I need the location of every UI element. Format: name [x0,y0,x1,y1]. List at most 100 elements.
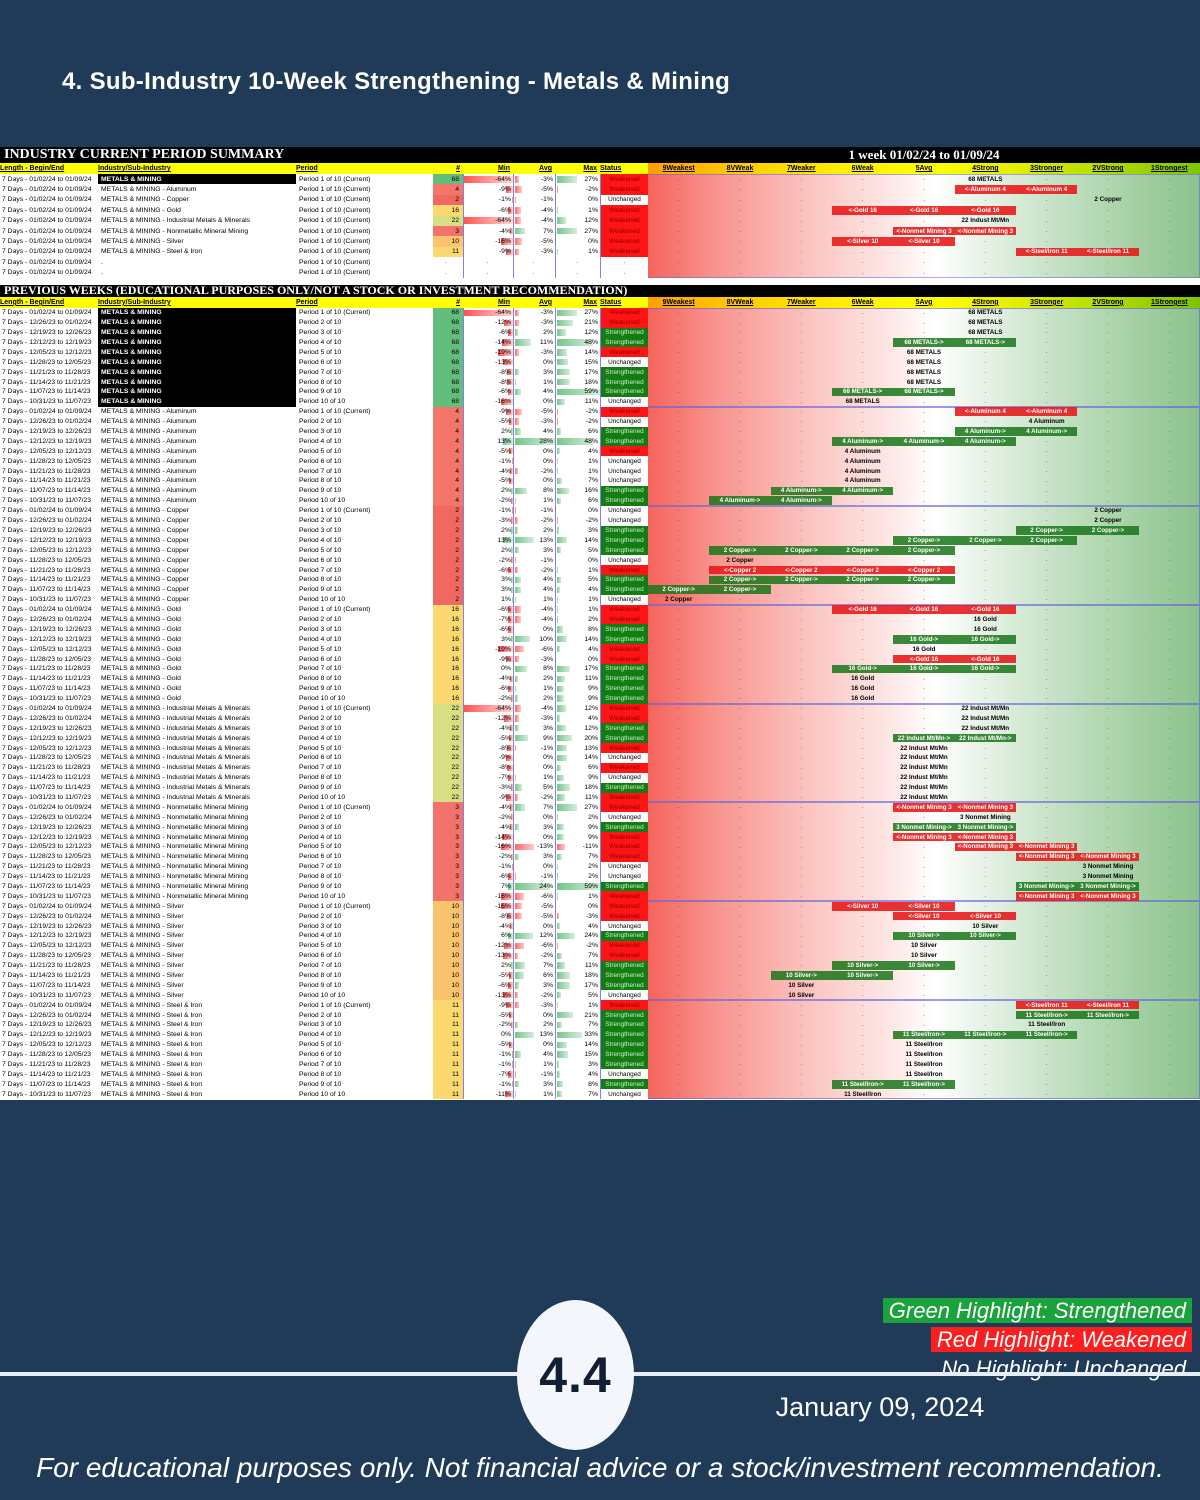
rank-cell[interactable]: . [1077,743,1138,753]
rank-cell[interactable]: . [955,961,1016,971]
rank-cell[interactable]: <-Aluminum 4 [954,184,1016,194]
value-cell[interactable]: -4% [463,921,513,932]
period-row[interactable]: 7 Days - 11/14/23 to 11/21/23 METALS & MI… [0,1069,1200,1080]
rank-cell[interactable]: . [1077,184,1138,194]
rank-cell[interactable]: . [771,1079,832,1089]
value-cell[interactable]: -5% [513,236,555,247]
rank-cell[interactable]: . [1077,634,1138,644]
rank-cell[interactable]: . [1077,941,1138,951]
value-cell[interactable]: -13% [463,990,513,1001]
rank-cell[interactable]: . [1016,397,1077,407]
summary-row[interactable]: 7 Days - 01/02/24 to 01/09/24 METALS & MI… [0,246,1200,258]
rank-cell[interactable]: . [1016,466,1077,476]
value-cell[interactable]: 0% [463,1029,513,1040]
rank-cell[interactable]: . [832,585,893,595]
value-cell[interactable]: -12% [463,713,513,724]
value-cell[interactable]: -7% [463,1069,513,1080]
value-cell[interactable]: -2% [463,851,513,862]
rank-cell[interactable]: . [1077,763,1138,773]
value-cell[interactable]: 5% [555,545,600,556]
rank-cell[interactable]: 16 Gold-> [954,634,1016,644]
rank-cell[interactable]: . [771,822,832,832]
rank-cell[interactable]: . [893,308,954,318]
rank-cell[interactable]: . [1077,1030,1138,1040]
rank-cell[interactable]: . [771,1050,832,1060]
rank-cell[interactable]: . [648,496,709,506]
value-cell[interactable]: 18% [555,782,600,793]
value-cell[interactable]: 15% [555,357,600,368]
value-cell[interactable]: 14% [555,752,600,763]
rank-cell[interactable]: <-Silver 10 [893,901,955,911]
rank-cell[interactable]: . [648,882,709,892]
value-cell[interactable]: -1% [513,871,555,882]
period-row[interactable]: 7 Days - 12/19/23 to 12/26/23 METALS & MI… [0,1020,1200,1030]
rank-cell[interactable]: . [1139,1060,1200,1070]
rank-cell[interactable]: . [1077,347,1138,357]
rank-cell[interactable]: . [832,247,893,257]
rank-cell[interactable]: <-Nonmet Mining 3 [1015,842,1078,852]
value-cell[interactable]: 14% [555,634,600,645]
rank-cell[interactable]: 68 METALS [893,377,954,387]
rank-cell[interactable]: . [1077,436,1138,446]
rank-cell[interactable]: . [1139,704,1200,714]
value-cell[interactable]: 9% [555,822,600,833]
value-cell[interactable]: 7% [463,881,513,892]
rank-cell[interactable]: . [955,466,1016,476]
value-cell[interactable]: 9% [513,733,555,744]
rank-cell[interactable]: 4 Aluminum-> [954,427,1016,437]
rank-cell[interactable]: . [771,773,832,783]
value-cell[interactable]: -2% [555,515,600,526]
value-cell[interactable]: 3% [513,980,555,991]
rank-cell[interactable]: 4 Aluminum-> [709,496,771,506]
value-cell[interactable]: 8% [555,624,600,635]
rank-cell[interactable]: . [1016,205,1077,215]
period-row[interactable]: 7 Days - 11/28/23 to 12/05/23 METALS & MI… [0,752,1200,763]
rank-cell[interactable]: . [955,526,1016,536]
rank-cell[interactable]: . [771,941,832,951]
rank-cell[interactable]: <-Nonmet Mining 3 [1077,852,1139,862]
period-row[interactable]: 7 Days - 11/28/23 to 12/05/23 METALS & MI… [0,555,1200,566]
rank-cell[interactable]: 11 Steel/Iron [832,1089,893,1099]
rank-cell[interactable]: 16 Gold-> [893,634,955,644]
value-cell[interactable]: 1% [555,604,600,615]
rank-cell[interactable]: . [648,1000,709,1010]
period-row[interactable]: 7 Days - 12/05/23 to 12/12/23 METALS & MI… [0,644,1200,655]
rank-cell[interactable]: . [1016,931,1077,941]
summary-row[interactable]: 7 Days - 01/02/24 to 01/09/24 METALS & MI… [0,236,1200,247]
rank-cell[interactable]: . [709,1010,770,1020]
rank-cell[interactable]: . [771,328,832,338]
rank-cell[interactable]: 2 Copper-> [709,545,771,555]
rank-cell[interactable]: . [771,862,832,872]
rank-cell[interactable]: . [709,921,770,931]
summary-row[interactable]: 7 Days - 01/02/24 to 01/09/24 METALS & MI… [0,174,1200,185]
rank-cell[interactable]: . [771,615,832,625]
rank-cell[interactable]: . [648,980,709,990]
rank-cell[interactable]: 4 Aluminum-> [954,436,1016,446]
value-cell[interactable]: -11% [463,1089,513,1100]
value-cell[interactable]: 1% [555,246,600,258]
rank-cell[interactable]: . [648,417,709,427]
rank-cell[interactable]: . [771,654,832,664]
value-cell[interactable]: 15% [555,1049,600,1060]
rank-cell[interactable]: 11 Steel/Iron-> [954,1030,1016,1040]
value-cell[interactable]: 1% [555,1000,600,1011]
rank-cell[interactable]: . [771,951,832,961]
rank-cell[interactable]: . [1077,812,1138,822]
rank-cell[interactable]: . [1016,951,1077,961]
rank-cell[interactable]: . [893,476,954,486]
value-cell[interactable]: 14% [555,535,600,546]
value-cell[interactable]: 4% [513,1049,555,1060]
rank-cell[interactable]: <-Gold 16 [831,205,894,215]
rank-cell[interactable]: . [832,891,893,901]
rank-cell[interactable]: . [955,644,1016,654]
rank-cell[interactable]: <-Silver 10 [893,236,955,246]
value-cell[interactable]: 6% [555,495,600,506]
rank-cell[interactable]: . [709,802,770,812]
rank-cell[interactable]: 4 Aluminum-> [831,436,894,446]
period-row[interactable]: 7 Days - 11/21/23 to 11/28/23 METALS & MI… [0,861,1200,872]
rank-cell[interactable]: . [1077,535,1138,545]
rank-cell[interactable]: . [832,1030,893,1040]
rank-cell[interactable]: . [1016,216,1077,226]
rank-cell[interactable]: . [832,377,893,387]
rank-cell[interactable]: . [955,195,1016,205]
